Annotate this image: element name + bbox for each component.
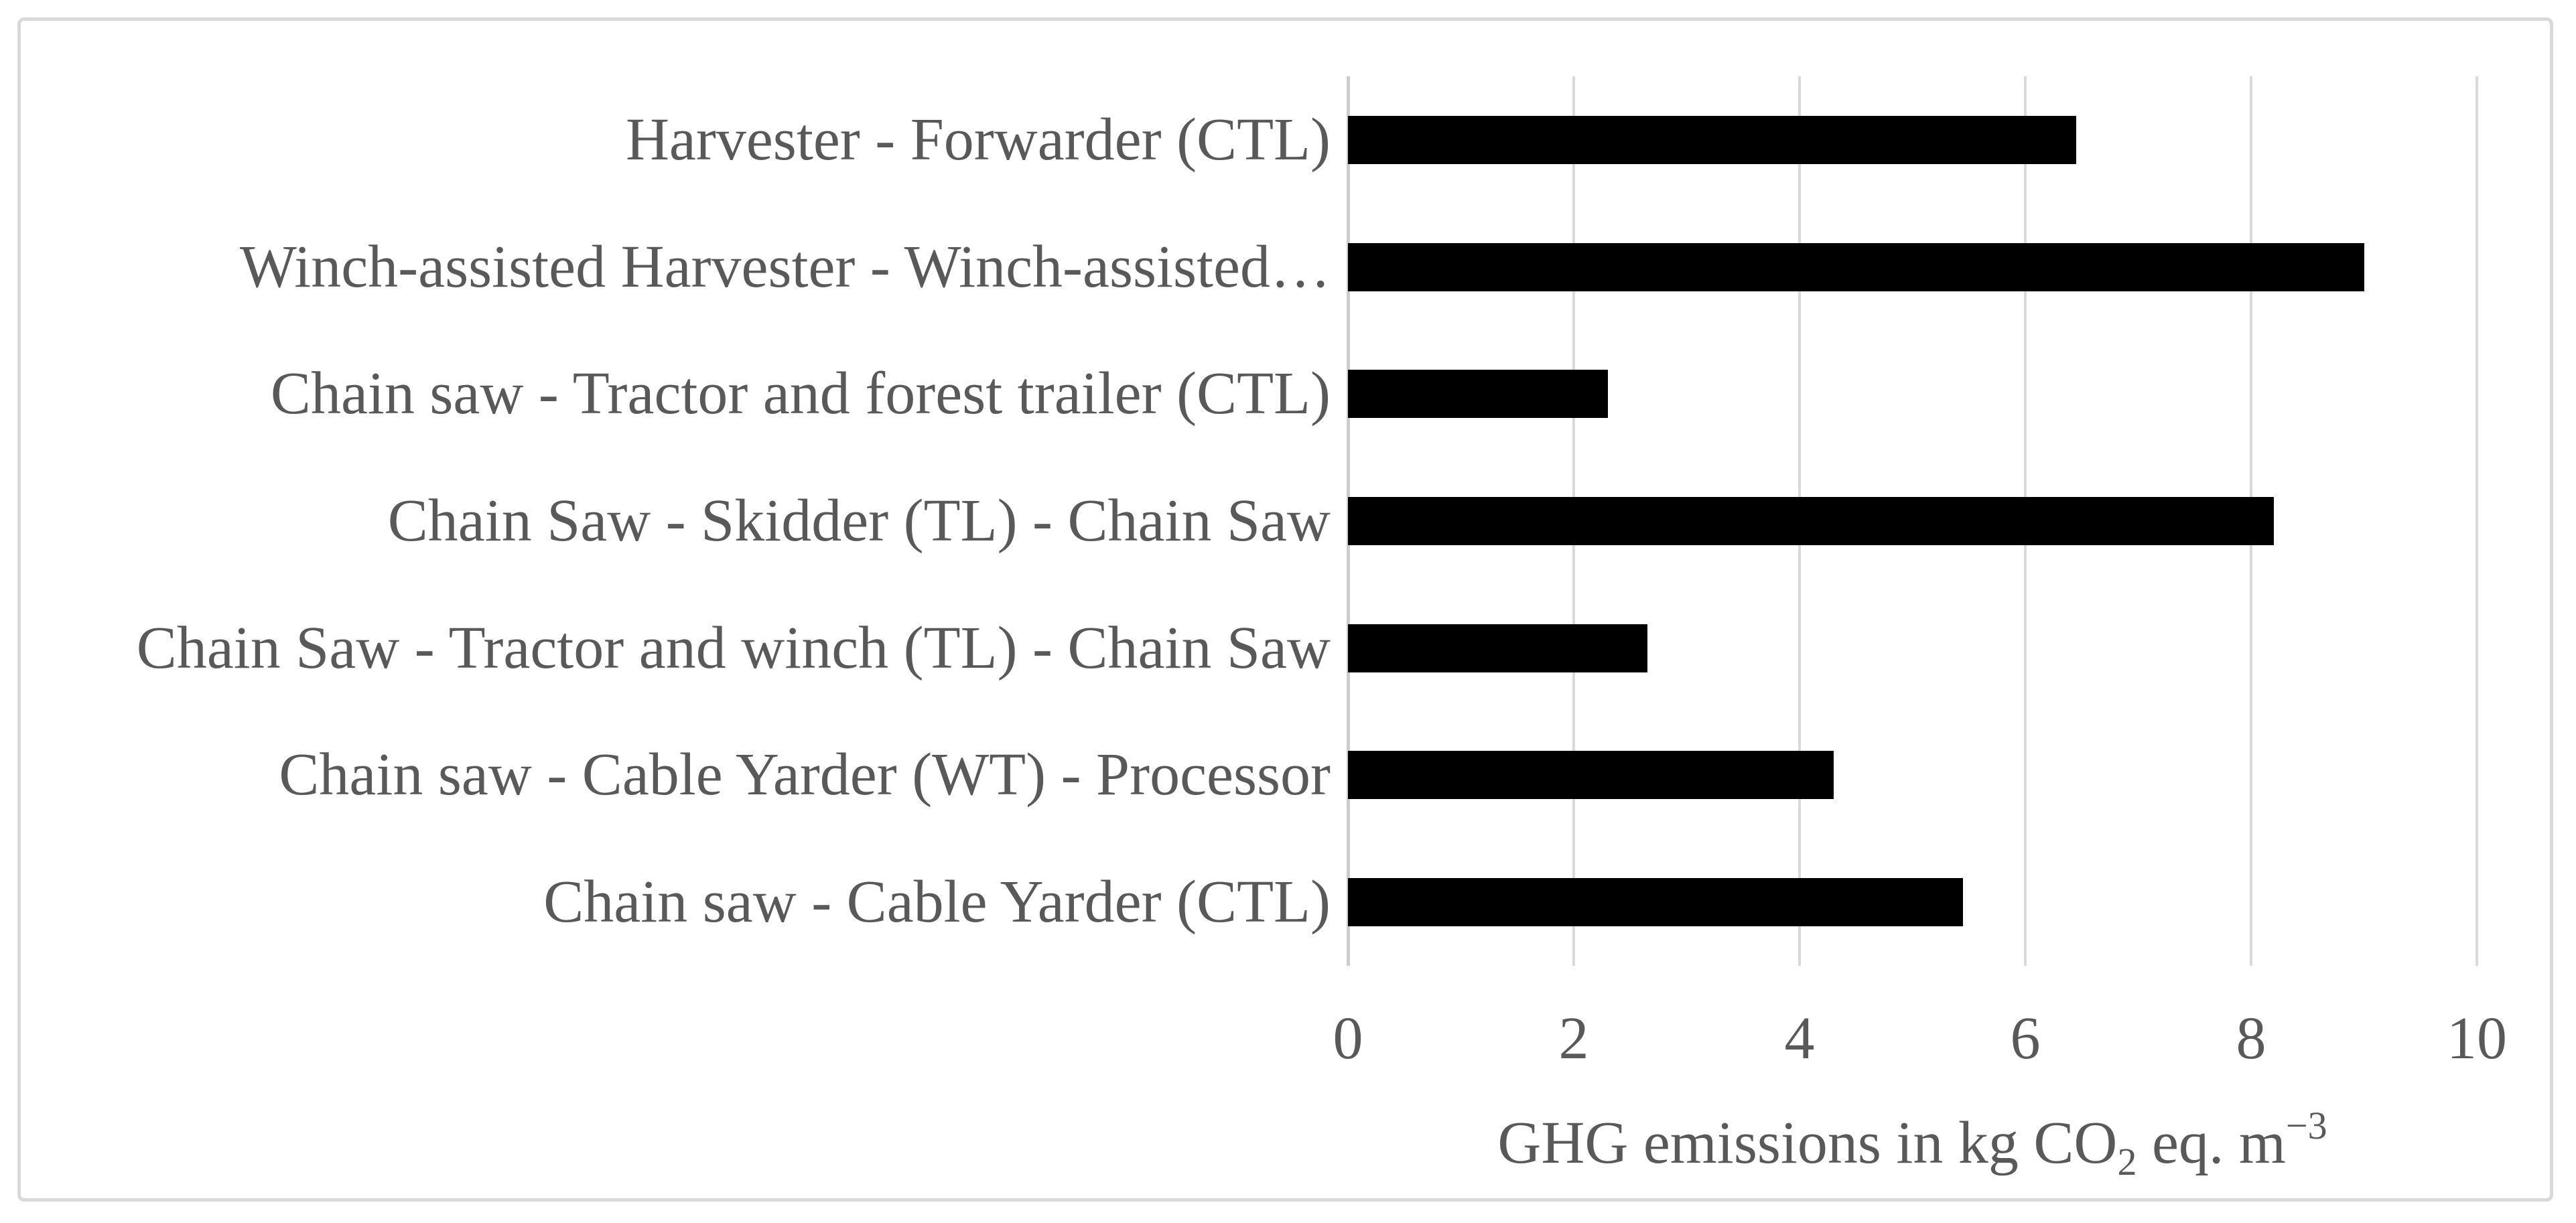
category-label: Chain saw - Cable Yarder (CTL) bbox=[543, 869, 1331, 936]
category-label: Chain Saw - Skidder (TL) - Chain Saw bbox=[387, 488, 1331, 554]
x-tick-label: 8 bbox=[2236, 1005, 2266, 1072]
bar-row bbox=[1348, 839, 2477, 966]
x-axis-title: GHG emissions in kg CO2 eq. m−3 bbox=[1348, 1106, 2477, 1181]
x-tick-label: 10 bbox=[2447, 1005, 2507, 1072]
figure-border bbox=[17, 17, 2553, 1202]
plot-area bbox=[1347, 76, 2478, 966]
x-axis-tick-labels: 0 2 4 6 8 10 bbox=[1333, 1005, 2508, 1076]
bar bbox=[1348, 242, 2364, 291]
x-tick-label: 6 bbox=[2010, 1005, 2041, 1072]
bar-row bbox=[1348, 712, 2477, 839]
bar bbox=[1348, 370, 1608, 419]
x-axis-title-text-pre: GHG emissions in kg CO bbox=[1497, 1110, 2118, 1176]
x-tick-label: 0 bbox=[1333, 1005, 1363, 1072]
x-axis-title-superscript: −3 bbox=[2285, 1104, 2327, 1147]
bar bbox=[1348, 624, 1647, 672]
bar bbox=[1348, 496, 2274, 545]
category-label: Winch-assisted Harvester - Winch-assiste… bbox=[239, 233, 1331, 300]
bar-row bbox=[1348, 330, 2477, 457]
bar-row bbox=[1348, 585, 2477, 712]
bar-row bbox=[1348, 76, 2477, 204]
bar-row bbox=[1348, 204, 2477, 331]
category-label: Harvester - Forwarder (CTL) bbox=[625, 106, 1331, 173]
bar-row bbox=[1348, 457, 2477, 585]
bar bbox=[1348, 878, 1964, 927]
y-axis-category-labels: Harvester - Forwarder (CTL) Winch-assiste… bbox=[0, 76, 1331, 966]
category-label: Chain saw - Tractor and forest trailer (… bbox=[270, 360, 1331, 427]
x-tick-label: 2 bbox=[1558, 1005, 1589, 1072]
bar bbox=[1348, 115, 2076, 164]
x-axis-title-text-mid: eq. m bbox=[2137, 1110, 2286, 1176]
gridline bbox=[2476, 76, 2478, 966]
category-label: Chain saw - Cable Yarder (WT) - Processo… bbox=[279, 741, 1331, 808]
x-tick-label: 4 bbox=[1784, 1005, 1815, 1072]
category-label: Chain Saw - Tractor and winch (TL) - Cha… bbox=[136, 614, 1331, 681]
bar bbox=[1348, 751, 1834, 800]
x-axis-title-subscript: 2 bbox=[2117, 1140, 2137, 1183]
